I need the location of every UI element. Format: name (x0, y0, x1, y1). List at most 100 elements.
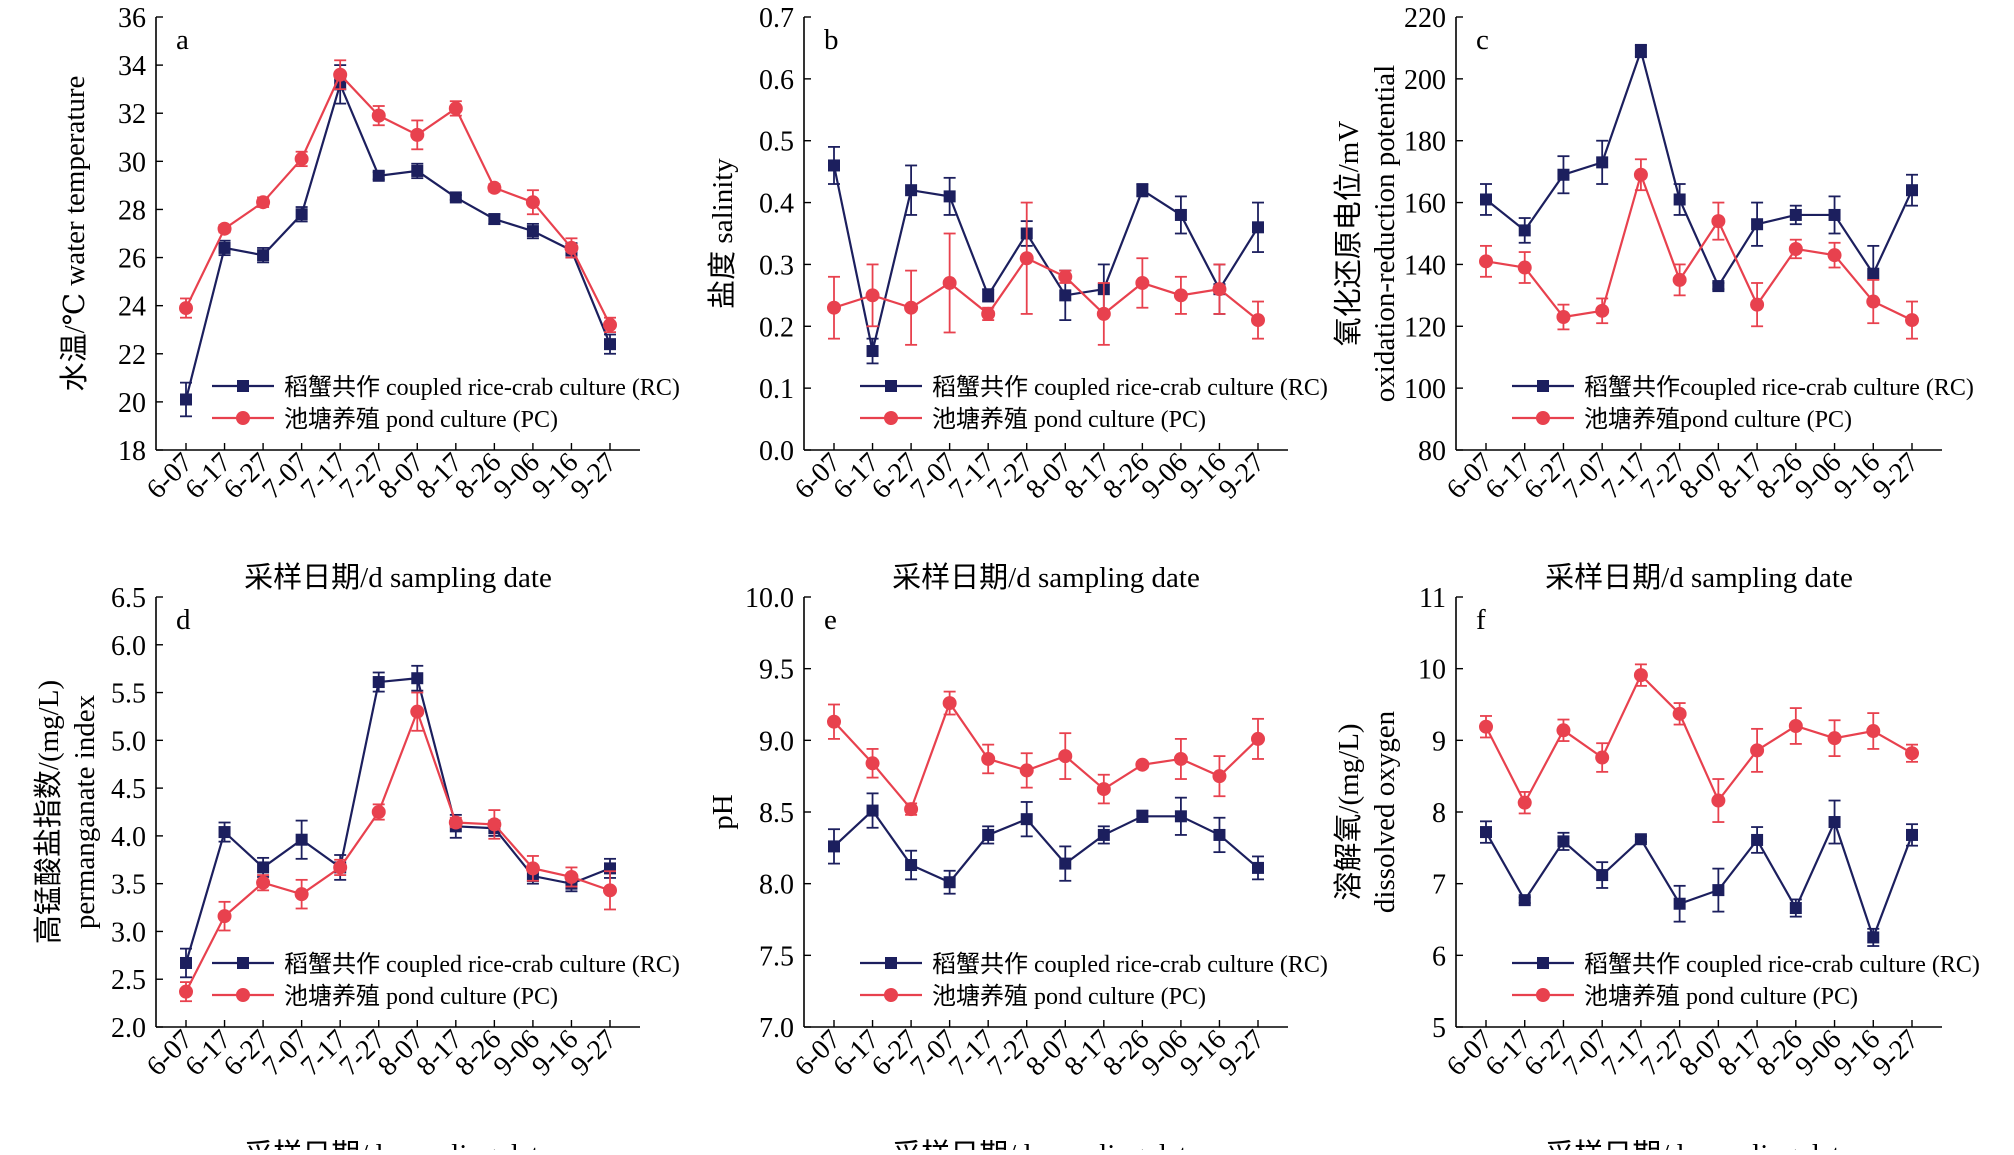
y-tick-label: 9.5 (759, 655, 794, 686)
data-point-circle (1173, 751, 1188, 766)
y-tick-label: 4.0 (111, 822, 146, 853)
legend-label-rc: 稻蟹共作 coupled rice-crab culture (RC) (932, 374, 1328, 401)
data-point-circle (1479, 719, 1493, 734)
y-tick-label: 6.5 (111, 583, 146, 614)
y-axis-title: 水温/℃ water temperature (58, 76, 91, 392)
legend-marker-square (237, 380, 249, 392)
y-tick-label: 200 (1404, 65, 1446, 96)
series-line-pc (185, 72, 611, 326)
y-axis-title: permanganate index (69, 694, 101, 929)
data-point-square (1673, 897, 1686, 910)
data-point-square (604, 338, 616, 351)
x-axis-title: 采样日期/d sampling date (892, 1138, 1200, 1150)
y-tick-label: 100 (1404, 374, 1446, 405)
panel-e: 7.07.58.08.59.09.510.06-076-176-277-077-… (707, 583, 1328, 1155)
legend-marker-circle (236, 411, 250, 425)
data-point-circle (1556, 723, 1571, 738)
data-point-square (1059, 289, 1072, 302)
data-point-circle (603, 317, 617, 332)
data-point-circle (1866, 724, 1881, 739)
data-point-circle (904, 802, 919, 817)
data-point-circle (1905, 746, 1919, 761)
data-point-circle (1517, 260, 1532, 275)
data-point-square (1906, 828, 1918, 841)
data-point-square (1174, 208, 1187, 221)
y-tick-label: 26 (118, 244, 146, 275)
y-tick-label: 10 (1418, 655, 1446, 686)
data-point-circle (1058, 269, 1073, 284)
data-point-circle (217, 909, 232, 924)
data-point-circle (1827, 248, 1842, 263)
legend-label-pc: 池塘养殖 pond culture (PC) (932, 983, 1206, 1010)
data-point-square (982, 289, 995, 302)
data-point-circle (942, 275, 957, 290)
data-point-circle (371, 805, 386, 819)
y-tick-label: 0.6 (759, 65, 794, 96)
data-point-circle (1019, 763, 1034, 778)
x-tick-label: 9-27 (565, 1024, 623, 1082)
legend-marker-square (1537, 957, 1549, 969)
data-point-circle (179, 301, 193, 316)
series-pc (1479, 158, 1919, 340)
data-point-circle (179, 984, 193, 999)
y-axis-title: 高锰酸盐指数/(mg/L) (32, 680, 65, 944)
data-point-circle (603, 883, 617, 898)
data-point-circle (525, 861, 540, 876)
data-point-circle (942, 696, 957, 711)
data-point-square (526, 225, 539, 238)
series-line-rc (1485, 47, 1913, 289)
series-line-rc (832, 165, 1259, 352)
data-point-circle (1251, 313, 1265, 328)
legend: 稻蟹共作 coupled rice-crab culture (RC) 池塘养殖 … (860, 374, 1328, 433)
data-point-square (1712, 884, 1725, 897)
data-point-square (1789, 208, 1802, 221)
y-tick-label: 32 (118, 99, 146, 130)
legend-label-pc: 池塘养殖 pond culture (PC) (1584, 983, 1858, 1010)
data-point-square (1828, 816, 1841, 829)
series-pc (1479, 663, 1919, 823)
panel-c: 801001201401601802002206-076-176-277-077… (1332, 3, 1974, 594)
y-axis-title: oxidation-reduction potential (1369, 65, 1401, 402)
data-point-circle (410, 704, 425, 719)
y-tick-label: 8.5 (759, 798, 794, 829)
data-point-square (180, 956, 192, 969)
data-point-square (1751, 833, 1764, 846)
data-point-circle (1212, 769, 1227, 784)
data-point-circle (294, 887, 309, 902)
data-point-circle (487, 180, 502, 195)
data-point-circle (333, 67, 348, 82)
data-point-square (1480, 826, 1492, 839)
legend-label-rc: 稻蟹共作coupled rice-crab culture (RC) (1584, 374, 1974, 401)
data-point-square (1789, 902, 1802, 915)
data-point-square (982, 828, 995, 841)
y-tick-label: 220 (1404, 3, 1446, 34)
x-axis-title: 采样日期/d sampling date (244, 561, 552, 594)
y-tick-label: 0.7 (759, 3, 794, 34)
series-line-pc (1485, 171, 1913, 322)
legend: 稻蟹共作 coupled rice-crab culture (RC) 池塘养殖 … (860, 951, 1328, 1010)
data-point-square (866, 345, 879, 358)
data-point-circle (1096, 782, 1111, 797)
data-point-square (1097, 828, 1110, 841)
data-point-circle (1556, 310, 1571, 325)
y-tick-label: 20 (118, 388, 146, 419)
data-point-circle (1517, 795, 1532, 810)
y-axis-title: 盐度 salinity (706, 158, 739, 309)
y-tick-label: 10.0 (745, 583, 794, 614)
legend-marker-circle (884, 988, 898, 1002)
data-point-circle (1633, 668, 1648, 683)
data-point-square (295, 208, 308, 221)
x-tick-label: 9-27 (1867, 447, 1925, 505)
x-tick-label: 9-27 (565, 447, 623, 505)
data-point-square (1634, 45, 1647, 58)
data-point-circle (564, 869, 579, 884)
series-line-rc (833, 808, 1259, 884)
data-point-circle (1866, 294, 1881, 309)
legend-label-rc: 稻蟹共作 coupled rice-crab culture (RC) (1584, 951, 1980, 978)
panel-letter: d (176, 604, 191, 636)
y-tick-label: 0.1 (759, 374, 794, 405)
data-point-square (1634, 833, 1647, 846)
data-point-square (1596, 156, 1609, 169)
data-point-circle (827, 714, 841, 729)
data-point-circle (1058, 749, 1073, 764)
